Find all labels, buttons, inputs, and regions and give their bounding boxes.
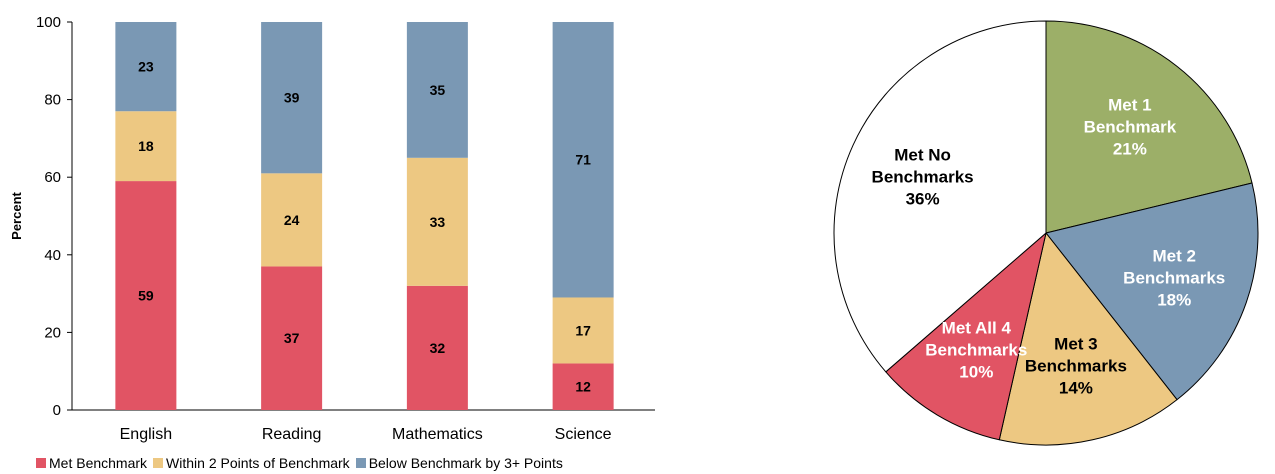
pie-slice-label-line: Met 3 xyxy=(1054,334,1097,353)
legend-label: Below Benchmark by 3+ Points xyxy=(368,455,563,471)
x-axis-categories: English Reading Mathematics Science xyxy=(120,426,612,443)
bar-value-label: 37 xyxy=(284,330,300,346)
pie-slice-label-line: Benchmarks xyxy=(872,168,974,187)
pie-slice xyxy=(833,20,1047,373)
legend-swatch xyxy=(355,458,366,468)
legend-label: Met Benchmark xyxy=(49,455,148,471)
y-tick-label: 20 xyxy=(44,324,61,341)
y-axis-title: Percent xyxy=(9,191,24,239)
bar-value-label: 33 xyxy=(430,214,446,230)
y-tick-label: 80 xyxy=(44,92,61,109)
bar-segment xyxy=(406,285,468,410)
x-category-label: English xyxy=(120,426,172,443)
pie-slice-label-line: Benchmarks xyxy=(925,340,1027,359)
bar-legend: Met Benchmark Within 2 Points of Benchmar… xyxy=(36,455,563,471)
bar-segment xyxy=(406,22,468,158)
pie-slice-label: Met 1 Benchmark 21% xyxy=(1084,95,1177,158)
pie-slice xyxy=(1045,20,1253,234)
bar-segment xyxy=(552,297,614,364)
pie-slice-label: Met 2 Benchmarks 18% xyxy=(1123,246,1225,309)
pie-slice-label: Met 3 Benchmarks 14% xyxy=(1025,334,1127,397)
bar-value-label: 12 xyxy=(575,379,591,395)
legend-item: Below Benchmark by 3+ Points xyxy=(355,455,563,471)
y-tick-label: 60 xyxy=(44,169,61,186)
pie-chart: Met 1 Benchmark 21% Met 2 Benchmarks 18% Met 3… xyxy=(833,20,1259,446)
legend-item: Within 2 Points of Benchmark xyxy=(153,455,350,471)
x-category-label: Mathematics xyxy=(392,426,483,443)
bar-value-label: 24 xyxy=(284,212,300,228)
bar-segment xyxy=(115,111,177,182)
bar-value-label: 35 xyxy=(430,82,446,98)
bar-value-label: 59 xyxy=(138,288,154,304)
x-category-label: Science xyxy=(555,426,612,443)
pie-slice-label-line: 36% xyxy=(906,190,940,209)
bar-segment xyxy=(261,266,323,410)
pie-slice-labels: Met 1 Benchmark 21% Met 2 Benchmarks 18% Met 3… xyxy=(872,95,1226,397)
pie-slice-label-line: Met 1 xyxy=(1108,95,1151,114)
bar-segment xyxy=(261,22,323,174)
bar-data-labels: 59 18 23 37 24 39 32 33 35 12 17 71 xyxy=(138,59,591,395)
pie-slice-label-line: 10% xyxy=(959,362,993,381)
y-tick-label: 100 xyxy=(36,14,61,31)
pie-slice-label-line: Met 2 xyxy=(1152,246,1195,265)
pie-slice-label: Met All 4 Benchmarks 10% xyxy=(925,318,1027,381)
legend-item: Met Benchmark xyxy=(36,455,147,471)
bar-value-label: 39 xyxy=(284,90,300,106)
y-tick-label: 40 xyxy=(44,247,61,264)
legend-swatch xyxy=(36,458,46,468)
bar-segment xyxy=(115,181,177,410)
bar-value-label: 23 xyxy=(138,59,154,75)
bar-series xyxy=(115,22,614,410)
bar-segment xyxy=(115,22,177,112)
pie-slice-label-line: Benchmark xyxy=(1084,117,1177,136)
pie-slice-label-line: Met All 4 xyxy=(942,318,1012,337)
pie-slice-label-line: 14% xyxy=(1059,378,1093,397)
pie-slice-label-line: 21% xyxy=(1113,139,1147,158)
pie-slice-label: Met No Benchmarks 36% xyxy=(872,146,974,209)
bar-value-label: 17 xyxy=(575,322,591,338)
pie-slice-label-line: Met No xyxy=(894,146,951,165)
legend-label: Within 2 Points of Benchmark xyxy=(166,455,350,471)
bar-value-label: 18 xyxy=(138,138,154,154)
pie-slice xyxy=(885,232,1047,441)
legend-swatch xyxy=(153,458,164,468)
stacked-bar-chart: 0 20 40 60 80 100 59 18 23 37 24 39 32 33 35 12 17 71 En… xyxy=(9,14,655,443)
bar-segment xyxy=(406,157,468,286)
pie-slice-label-line: Benchmarks xyxy=(1123,268,1225,287)
bar-value-label: 32 xyxy=(430,340,446,356)
pie-slices xyxy=(833,20,1259,446)
pie-slice xyxy=(998,232,1178,446)
bar-segment xyxy=(261,173,323,267)
bar-segment xyxy=(552,363,614,410)
pie-slice-label-line: 18% xyxy=(1157,290,1191,309)
y-tick-label: 0 xyxy=(53,402,61,419)
x-category-label: Reading xyxy=(262,426,322,443)
pie-slice-label-line: Benchmarks xyxy=(1025,356,1127,375)
pie-slice xyxy=(1045,182,1259,401)
bar-segment xyxy=(552,22,614,298)
bar-value-label: 71 xyxy=(575,152,591,168)
